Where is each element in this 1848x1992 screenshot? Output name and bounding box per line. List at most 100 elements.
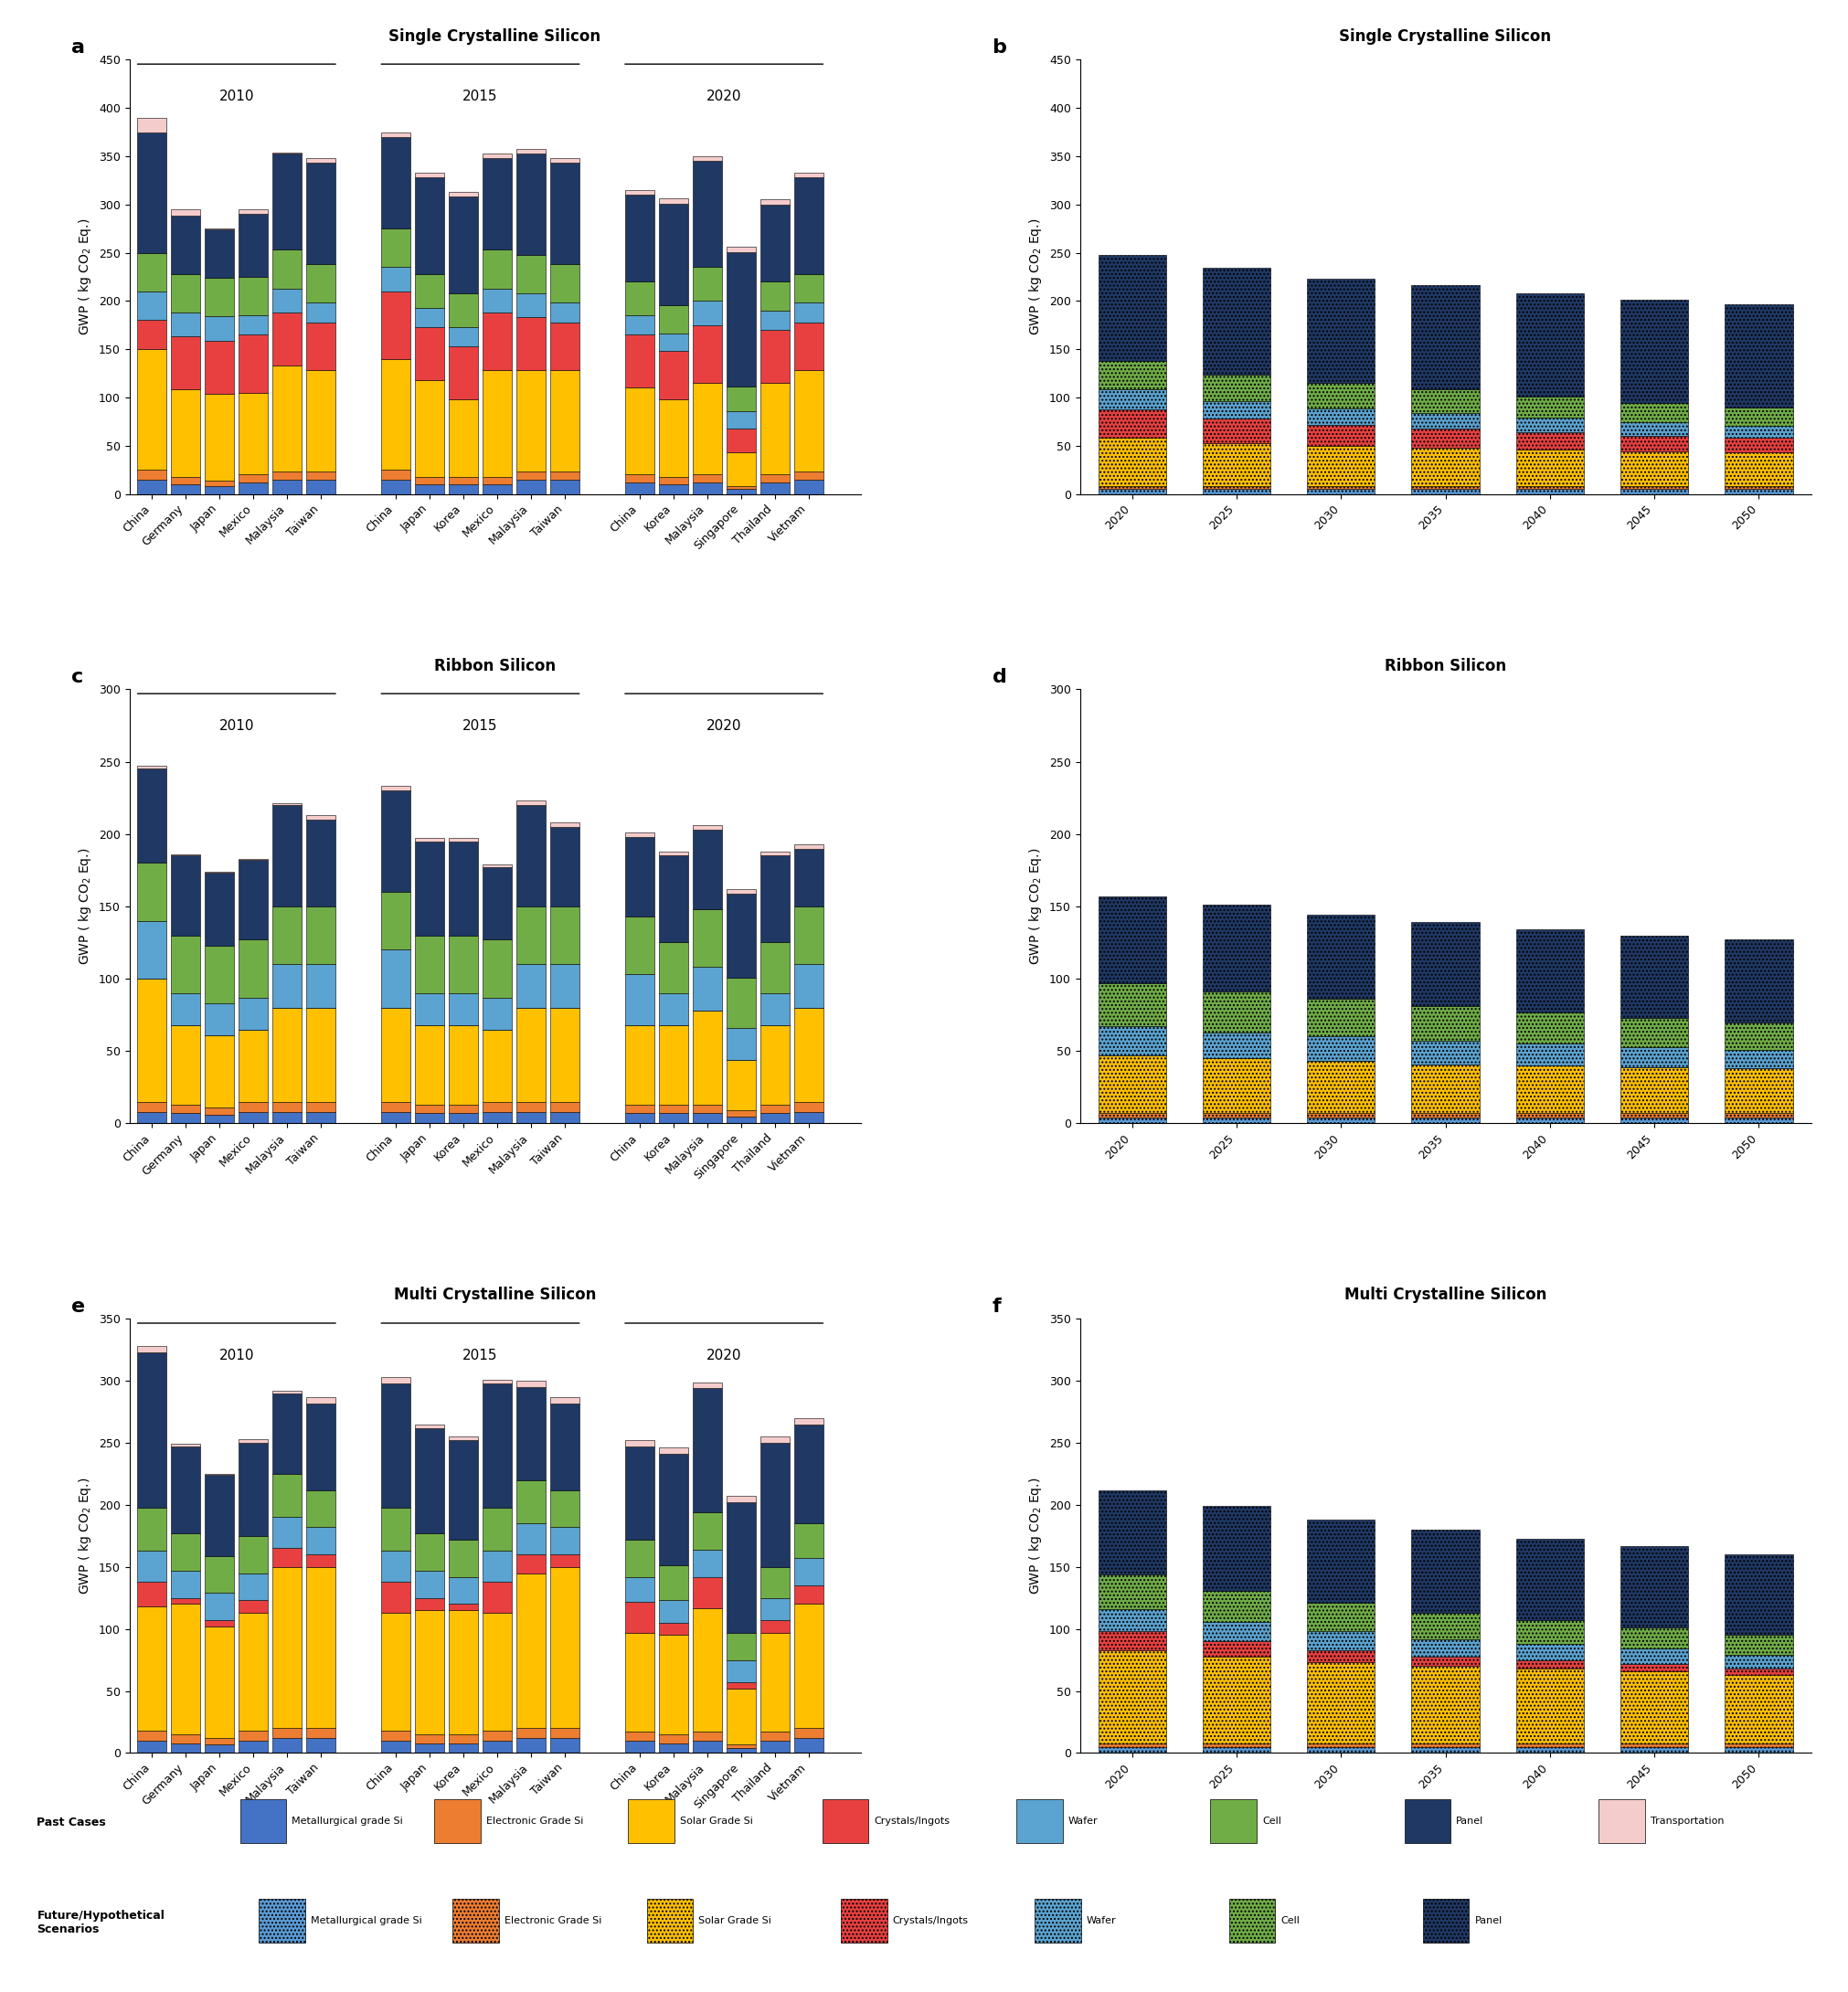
- Bar: [1724, 406, 1793, 426]
- Bar: [658, 351, 687, 398]
- Bar: [1621, 1671, 1689, 1743]
- Bar: [449, 1436, 479, 1440]
- Bar: [551, 1729, 580, 1739]
- Bar: [1098, 255, 1166, 361]
- Bar: [795, 1558, 824, 1586]
- Bar: [274, 1112, 301, 1123]
- Bar: [238, 998, 268, 1030]
- Bar: [516, 149, 545, 153]
- Bar: [1724, 426, 1793, 438]
- Bar: [414, 1026, 444, 1106]
- Bar: [482, 865, 512, 867]
- Bar: [795, 303, 824, 323]
- Bar: [414, 327, 444, 380]
- Bar: [760, 1731, 789, 1741]
- Bar: [274, 1474, 301, 1518]
- Bar: [1724, 1118, 1793, 1123]
- Bar: [307, 1554, 336, 1568]
- Bar: [205, 277, 235, 317]
- Bar: [482, 998, 512, 1030]
- Bar: [172, 313, 200, 337]
- Bar: [205, 1625, 235, 1739]
- Bar: [414, 307, 444, 327]
- Bar: [1724, 1747, 1793, 1753]
- Bar: [693, 1608, 723, 1731]
- Bar: [205, 394, 235, 480]
- Bar: [516, 1102, 545, 1112]
- Text: a: a: [70, 38, 85, 56]
- Bar: [1307, 408, 1375, 424]
- Bar: [693, 155, 723, 161]
- Bar: [795, 1102, 824, 1112]
- Y-axis label: GWP ( kg CO$_2$ Eq.): GWP ( kg CO$_2$ Eq.): [78, 849, 94, 964]
- Bar: [551, 964, 580, 1008]
- Bar: [307, 1102, 336, 1112]
- Bar: [795, 1586, 824, 1604]
- Bar: [274, 906, 301, 964]
- Bar: [205, 229, 235, 277]
- Bar: [274, 805, 301, 906]
- Bar: [516, 153, 545, 255]
- Bar: [172, 1114, 200, 1123]
- Bar: [516, 472, 545, 480]
- Bar: [482, 157, 512, 249]
- Bar: [760, 331, 789, 382]
- Bar: [795, 1604, 824, 1729]
- Bar: [172, 1026, 200, 1106]
- Bar: [625, 974, 654, 1026]
- Bar: [205, 872, 235, 946]
- Bar: [1203, 418, 1271, 442]
- Bar: [1098, 1056, 1166, 1114]
- Bar: [726, 1028, 756, 1060]
- Bar: [381, 1731, 410, 1741]
- Bar: [274, 313, 301, 367]
- Bar: [482, 313, 512, 371]
- Bar: [1515, 1669, 1584, 1743]
- Bar: [1203, 1506, 1271, 1590]
- Bar: [760, 1598, 789, 1619]
- Bar: [1203, 1118, 1271, 1123]
- Bar: [414, 1570, 444, 1598]
- Bar: [414, 1534, 444, 1570]
- Bar: [760, 1442, 789, 1568]
- Bar: [1307, 1118, 1375, 1123]
- Bar: [137, 863, 166, 920]
- Bar: [1412, 1530, 1480, 1614]
- Bar: [726, 1502, 756, 1633]
- Bar: [482, 1582, 512, 1614]
- Bar: [795, 849, 824, 906]
- Bar: [726, 490, 756, 494]
- Bar: [449, 191, 479, 197]
- Y-axis label: GWP ( kg CO$_2$ Eq.): GWP ( kg CO$_2$ Eq.): [78, 219, 94, 335]
- Bar: [1412, 486, 1480, 490]
- Bar: [625, 1446, 654, 1540]
- Bar: [1203, 904, 1271, 992]
- Bar: [1724, 1068, 1793, 1114]
- Bar: [137, 1508, 166, 1550]
- Bar: [482, 1102, 512, 1112]
- Bar: [658, 994, 687, 1026]
- Bar: [795, 964, 824, 1008]
- Bar: [482, 1112, 512, 1123]
- Bar: [551, 480, 580, 494]
- Bar: [1098, 1610, 1166, 1631]
- Bar: [238, 1030, 268, 1102]
- Bar: [482, 1741, 512, 1753]
- Bar: [172, 1743, 200, 1753]
- Text: Wafer: Wafer: [1068, 1817, 1098, 1825]
- Bar: [516, 293, 545, 317]
- Bar: [693, 825, 723, 829]
- Bar: [693, 1578, 723, 1608]
- Bar: [205, 480, 235, 486]
- Bar: [693, 1550, 723, 1578]
- Bar: [449, 476, 479, 484]
- Bar: [726, 1689, 756, 1745]
- Bar: [625, 1114, 654, 1123]
- Bar: [658, 199, 687, 203]
- Bar: [795, 845, 824, 849]
- Bar: [381, 470, 410, 480]
- Text: 2015: 2015: [462, 1349, 497, 1363]
- Text: Panel: Panel: [1475, 1916, 1502, 1924]
- Bar: [381, 1102, 410, 1112]
- Bar: [172, 1446, 200, 1534]
